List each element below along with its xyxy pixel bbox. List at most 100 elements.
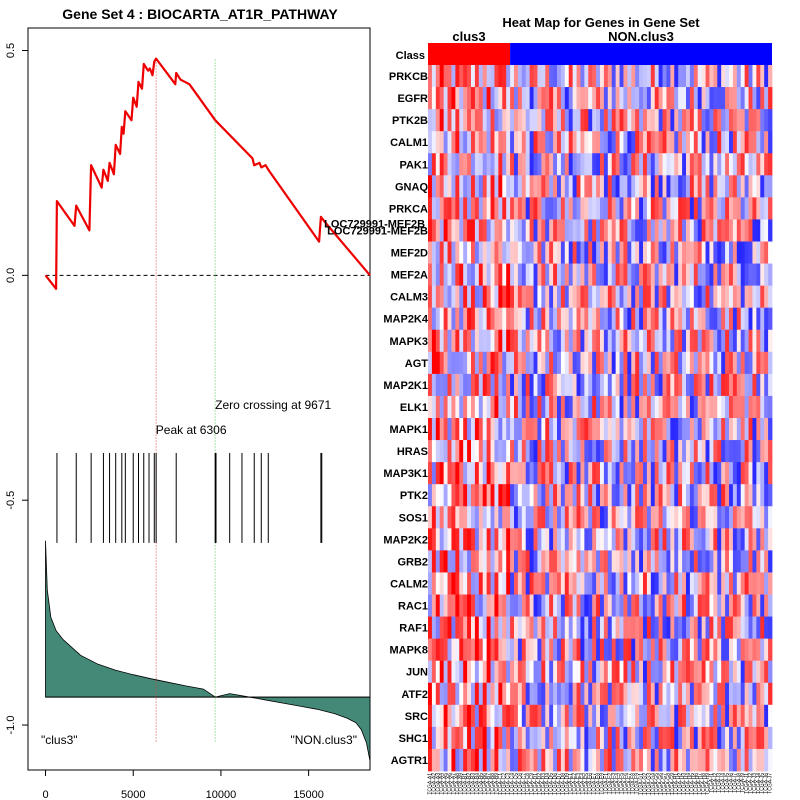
heatmap-cell (666, 638, 671, 662)
heatmap-cell (517, 506, 523, 529)
heatmap-cell (431, 528, 437, 551)
heatmap-cell (717, 572, 722, 595)
heatmap-cell (623, 175, 628, 198)
heatmap-cell (752, 550, 757, 573)
heatmap-cell (431, 285, 437, 309)
heatmap-cell (721, 307, 726, 331)
heatmap-cell (650, 241, 656, 264)
heatmap-cell (502, 175, 507, 198)
heatmap-cell (627, 748, 632, 772)
heatmap-cell (463, 109, 468, 132)
heatmap-cell (560, 440, 566, 463)
heatmap-cell (600, 197, 605, 220)
heatmap-cell (611, 594, 617, 617)
heatmap-cell (490, 418, 495, 441)
heatmap-cell (459, 65, 464, 88)
heatmap-cell (603, 131, 609, 154)
heatmap-cell (490, 726, 495, 750)
heatmap-cell (490, 528, 495, 551)
heatmap-cell (760, 395, 765, 419)
heatmap-cell (744, 418, 749, 441)
heatmap-cell (627, 351, 632, 375)
heatmap-cell (646, 594, 652, 617)
heatmap-cell (709, 109, 714, 132)
sample-label: TCGA-J5 (760, 773, 766, 794)
heatmap-cell (533, 506, 538, 529)
sample-label: TCGA-H3 (682, 773, 688, 795)
heatmap-cell (482, 660, 488, 684)
heatmap-cell (467, 462, 472, 485)
heatmap-cell (443, 307, 448, 331)
heatmap-cell (525, 440, 531, 463)
heatmap-cell (564, 748, 570, 772)
heatmap-cell (576, 351, 581, 375)
heatmap-cell (435, 660, 441, 684)
heatmap-cell (631, 241, 636, 264)
heatmap-cell (623, 572, 628, 595)
heatmap-cell (709, 660, 714, 684)
heatmap-cell (455, 506, 460, 529)
heatmap-cell (764, 638, 769, 662)
heatmap-cell (443, 351, 448, 375)
heatmap-cell (603, 462, 609, 485)
heatmap-cell (693, 704, 699, 728)
heatmap-cell (748, 263, 753, 287)
heatmap-cell (455, 285, 460, 309)
heatmap-cell (756, 528, 761, 551)
heatmap-cell (498, 418, 503, 441)
heatmap-cell (560, 484, 566, 507)
heatmap-cell (572, 109, 577, 132)
heatmap-cell (639, 616, 644, 640)
heatmap-cell (545, 153, 550, 176)
heatmap-cell (736, 616, 742, 640)
heatmap-cell (431, 153, 437, 176)
heatmap-cell (662, 395, 667, 419)
heatmap-cell (740, 65, 746, 88)
heatmap-cell (564, 219, 570, 242)
heatmap-cell (732, 351, 738, 375)
heatmap-cell (623, 440, 628, 463)
heatmap-cell (537, 219, 542, 242)
heatmap-cell (748, 285, 753, 309)
heatmap-cell (490, 153, 495, 176)
heatmap-cell (537, 395, 542, 419)
sample-label: TCGA-G9 (670, 773, 676, 795)
heatmap-cell (517, 351, 523, 375)
heatmap-cell (451, 329, 456, 353)
heatmap-cell (588, 285, 593, 309)
heatmap-cell (697, 395, 703, 419)
heatmap-cell (478, 594, 484, 617)
heatmap-cell (678, 484, 683, 507)
heatmap-cell (693, 682, 699, 706)
heatmap-cell (478, 462, 484, 485)
heatmap-cell (514, 351, 519, 375)
heatmap-cell (670, 351, 675, 375)
heatmap-cell (764, 616, 769, 640)
heatmap-cell (584, 175, 589, 198)
heatmap-cell (701, 484, 706, 507)
heatmap-cell (752, 263, 757, 287)
heatmap-cell (697, 219, 703, 242)
heatmap-cell (428, 682, 433, 706)
heatmap-cell (557, 440, 562, 463)
heatmap-cell (431, 65, 437, 88)
heatmap-cell (756, 263, 761, 287)
heatmap-cell (596, 219, 601, 242)
heatmap-panel: Heat Map for Genes in Gene Set Class clu… (327, 15, 773, 795)
heatmap-cell (713, 440, 718, 463)
heatmap-cell (549, 726, 554, 750)
heatmap-cell (545, 748, 550, 772)
heatmap-cell (494, 285, 499, 309)
heatmap-cell (451, 704, 456, 728)
heatmap-cell (525, 748, 531, 772)
heatmap-cell (643, 594, 648, 617)
heatmap-cell (474, 616, 480, 640)
heatmap-cell (455, 726, 460, 750)
heatmap-cell (506, 462, 511, 485)
heatmap-cell (494, 131, 499, 154)
heatmap-cell (611, 748, 617, 772)
heatmap-cell (580, 572, 585, 595)
heatmap-cell (701, 65, 706, 88)
heatmap-cell (482, 131, 488, 154)
heatmap-cell (674, 660, 679, 684)
